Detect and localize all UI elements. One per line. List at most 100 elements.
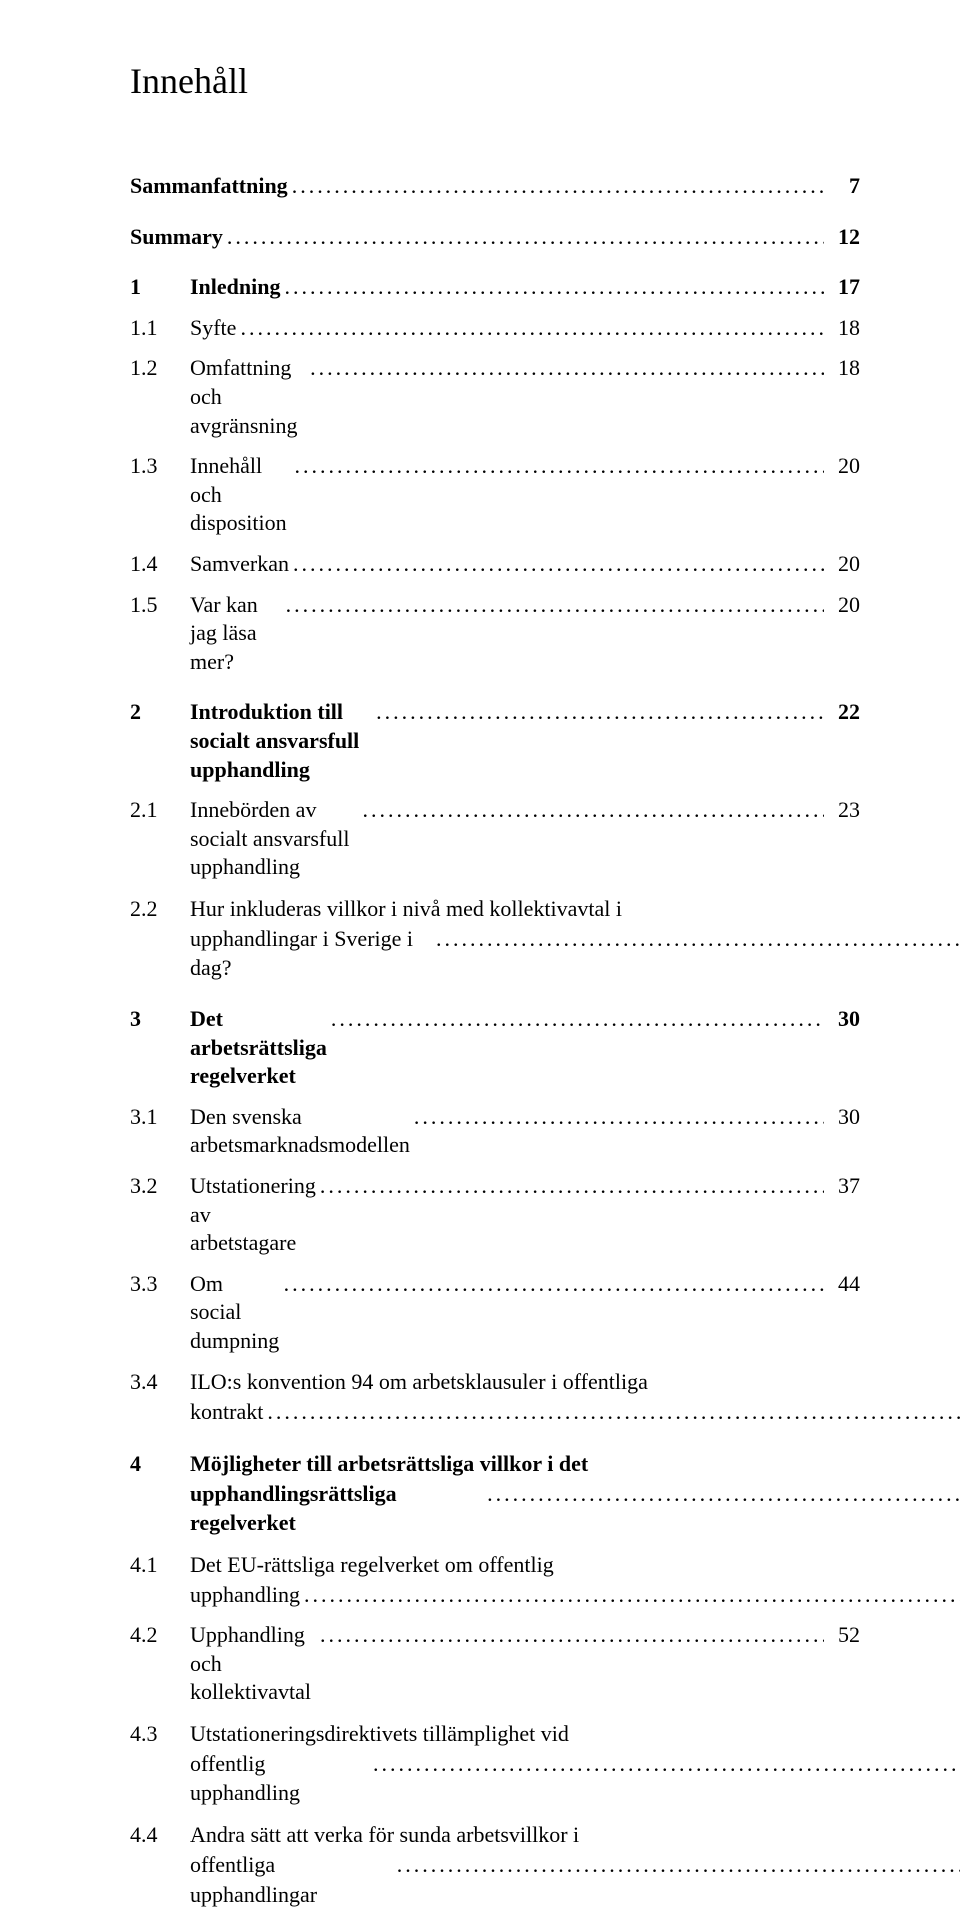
toc-leader: ........................................… bbox=[236, 314, 824, 343]
toc-entry: 1.1Syfte................................… bbox=[130, 314, 860, 343]
toc-number: 3.4 bbox=[130, 1367, 190, 1426]
toc-page: 37 bbox=[824, 1172, 860, 1201]
toc-number: 2.1 bbox=[130, 796, 190, 825]
toc-number: 1.5 bbox=[130, 591, 190, 620]
toc-leader: ........................................… bbox=[281, 273, 825, 302]
toc-text: Hur inkluderas villkor i nivå med kollek… bbox=[190, 896, 622, 921]
toc-leader: ........................................… bbox=[223, 223, 824, 252]
toc-number: 4.4 bbox=[130, 1820, 190, 1909]
toc-text: Var kan jag läsa mer? bbox=[190, 591, 282, 677]
toc-number: 3.1 bbox=[130, 1103, 190, 1132]
toc-number: 4.1 bbox=[130, 1550, 190, 1609]
toc-text: Upphandling och kollektivavtal bbox=[190, 1621, 316, 1707]
toc-leader: ........................................… bbox=[327, 1005, 824, 1034]
toc-text: Samverkan bbox=[190, 550, 289, 579]
toc-number: 4.3 bbox=[130, 1719, 190, 1808]
toc-leader: ........................................… bbox=[288, 172, 824, 201]
toc-page: 23 bbox=[824, 796, 860, 825]
toc-entry: 2.2Hur inkluderas villkor i nivå med kol… bbox=[130, 894, 860, 983]
toc-leader: ........................................… bbox=[393, 1850, 960, 1880]
toc-number: 1.4 bbox=[130, 550, 190, 579]
toc-entry: Summary.................................… bbox=[130, 223, 860, 252]
toc-text: Möjligheter till arbetsrättsliga villkor… bbox=[190, 1451, 588, 1476]
toc-leader: ........................................… bbox=[369, 1749, 960, 1779]
toc-entry: 1.3Innehåll och disposition.............… bbox=[130, 452, 860, 538]
toc-page: 20 bbox=[824, 591, 860, 620]
toc-text-line2: offentlig upphandling bbox=[190, 1749, 369, 1808]
toc-page: 20 bbox=[824, 452, 860, 481]
toc-text: Innehåll och disposition bbox=[190, 452, 291, 538]
toc-page: 7 bbox=[824, 172, 860, 201]
toc-number: 2 bbox=[130, 698, 190, 727]
toc-text: ILO:s konvention 94 om arbetsklausuler i… bbox=[190, 1369, 648, 1394]
toc-number: 3.3 bbox=[130, 1270, 190, 1299]
toc-number: 4.2 bbox=[130, 1621, 190, 1650]
toc-leader: ........................................… bbox=[291, 452, 824, 481]
toc-entry: 4Möjligheter till arbetsrättsliga villko… bbox=[130, 1449, 860, 1538]
toc-entry: 2Introduktion till socialt ansvarsfull u… bbox=[130, 698, 860, 784]
toc-text-line2: upphandling bbox=[190, 1580, 300, 1610]
table-of-contents: Sammanfattning..........................… bbox=[130, 172, 860, 1909]
toc-page: 20 bbox=[824, 550, 860, 579]
toc-page: 30 bbox=[824, 1005, 860, 1034]
toc-text-line2: upphandlingsrättsliga regelverket bbox=[190, 1479, 483, 1538]
toc-text: Andra sätt att verka för sunda arbetsvil… bbox=[190, 1822, 579, 1847]
toc-page: 18 bbox=[824, 354, 860, 383]
toc-entry: 1.5Var kan jag läsa mer?................… bbox=[130, 591, 860, 677]
toc-text-line2: kontrakt bbox=[190, 1397, 263, 1427]
toc-entry: 4.4Andra sätt att verka för sunda arbets… bbox=[130, 1820, 860, 1909]
toc-text: Summary bbox=[130, 223, 223, 252]
toc-leader: ........................................… bbox=[280, 1270, 824, 1299]
toc-text-line2: offentliga upphandlingar bbox=[190, 1850, 393, 1909]
toc-text: Introduktion till socialt ansvarsfull up… bbox=[190, 698, 372, 784]
toc-leader: ........................................… bbox=[410, 1103, 824, 1132]
toc-entry: 1.2Omfattning och avgränsning...........… bbox=[130, 354, 860, 440]
toc-number: 3.2 bbox=[130, 1172, 190, 1201]
toc-entry: 3.3Om social dumpning...................… bbox=[130, 1270, 860, 1356]
toc-text: Den svenska arbetsmarknadsmodellen bbox=[190, 1103, 410, 1160]
toc-entry: 1Inledning..............................… bbox=[130, 273, 860, 302]
toc-page: 17 bbox=[824, 273, 860, 302]
toc-text: Om social dumpning bbox=[190, 1270, 280, 1356]
toc-leader: ........................................… bbox=[282, 591, 824, 620]
toc-page: 22 bbox=[824, 698, 860, 727]
toc-number: 4 bbox=[130, 1449, 190, 1538]
toc-leader: ........................................… bbox=[263, 1397, 960, 1427]
toc-page: 18 bbox=[824, 314, 860, 343]
toc-entry: 2.1Innebörden av socialt ansvarsfull upp… bbox=[130, 796, 860, 882]
toc-leader: ........................................… bbox=[358, 796, 824, 825]
toc-text: Inledning bbox=[190, 273, 281, 302]
toc-text: Utstationeringsdirektivets tillämplighet… bbox=[190, 1721, 569, 1746]
toc-entry: 4.3Utstationeringsdirektivets tillämplig… bbox=[130, 1719, 860, 1808]
toc-entry: 1.4Samverkan............................… bbox=[130, 550, 860, 579]
toc-number: 3 bbox=[130, 1005, 190, 1034]
toc-leader: ........................................… bbox=[316, 1172, 824, 1201]
toc-leader: ........................................… bbox=[372, 698, 824, 727]
toc-page: 44 bbox=[824, 1270, 860, 1299]
toc-number: 1.2 bbox=[130, 354, 190, 383]
toc-number: 1.3 bbox=[130, 452, 190, 481]
toc-leader: ........................................… bbox=[300, 1580, 960, 1610]
toc-leader: ........................................… bbox=[316, 1621, 824, 1650]
toc-page: 30 bbox=[824, 1103, 860, 1132]
toc-entry: 3Det arbetsrättsliga regelverket........… bbox=[130, 1005, 860, 1091]
toc-text: Sammanfattning bbox=[130, 172, 288, 201]
toc-entry: 4.1Det EU-rättsliga regelverket om offen… bbox=[130, 1550, 860, 1609]
toc-leader: ........................................… bbox=[289, 550, 824, 579]
toc-entry: 3.2Utstationering av arbetstagare.......… bbox=[130, 1172, 860, 1258]
toc-number: 1.1 bbox=[130, 314, 190, 343]
toc-entry: 3.4ILO:s konvention 94 om arbetsklausule… bbox=[130, 1367, 860, 1426]
toc-text: Utstationering av arbetstagare bbox=[190, 1172, 316, 1258]
toc-entry: Sammanfattning..........................… bbox=[130, 172, 860, 201]
toc-leader: ........................................… bbox=[432, 924, 960, 954]
toc-entry: 4.2Upphandling och kollektivavtal.......… bbox=[130, 1621, 860, 1707]
toc-entry: 3.1Den svenska arbetsmarknadsmodellen...… bbox=[130, 1103, 860, 1160]
toc-leader: ........................................… bbox=[483, 1479, 960, 1509]
toc-page: 52 bbox=[824, 1621, 860, 1650]
toc-text: Innebörden av socialt ansvarsfull upphan… bbox=[190, 796, 358, 882]
toc-text: Det EU-rättsliga regelverket om offentli… bbox=[190, 1552, 554, 1577]
page-title: Innehåll bbox=[130, 60, 860, 102]
toc-text: Det arbetsrättsliga regelverket bbox=[190, 1005, 327, 1091]
toc-text: Omfattning och avgränsning bbox=[190, 354, 306, 440]
toc-text: Syfte bbox=[190, 314, 236, 343]
